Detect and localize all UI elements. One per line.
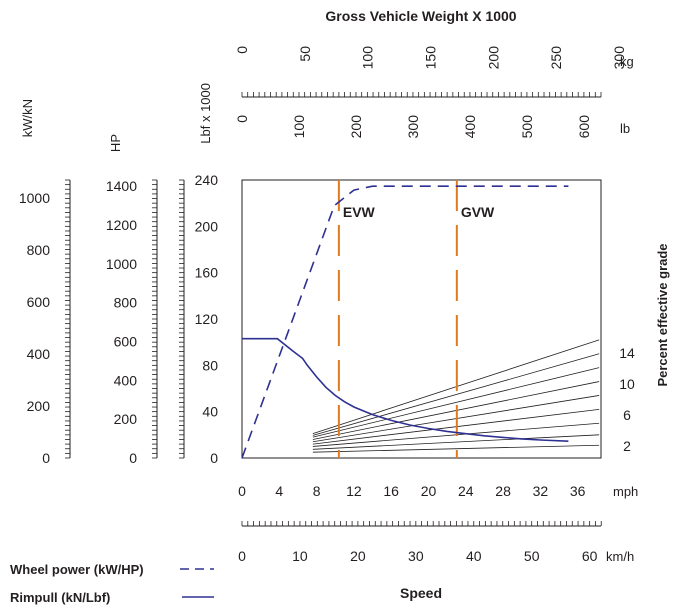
left-axis-tick-label: 1000 — [19, 190, 50, 206]
grade-line — [312, 353, 600, 436]
x-axis-mph-label: 20 — [421, 483, 437, 499]
x-axis-mph-label: 24 — [458, 483, 474, 499]
grade-line — [312, 434, 600, 450]
left-axis-tick-label: 0 — [129, 450, 137, 466]
left-axis-tick-label: 1000 — [106, 256, 137, 272]
grade-line — [312, 444, 600, 453]
x-axis-mph-label: 16 — [383, 483, 399, 499]
left-axis-tick-label: 600 — [114, 334, 138, 350]
legend-label-wheel-power: Wheel power (kW/HP) — [10, 562, 144, 577]
x-axis-kmh-label: 20 — [350, 548, 366, 564]
grade-label: 2 — [623, 438, 631, 454]
top-axis-lb-label: 200 — [348, 115, 364, 139]
legend-label-rimpull: Rimpull (kN/Lbf) — [10, 590, 110, 605]
x-axis-kmh-label: 0 — [238, 548, 246, 564]
grade-label: 10 — [619, 376, 635, 392]
chart-marks: 1000800600400200014001200100080060040020… — [19, 46, 635, 564]
top-axis-kg-label: 50 — [297, 46, 313, 62]
x-axis-title: Speed — [400, 585, 442, 601]
x-axis-unit-mph: mph — [613, 484, 638, 499]
left-axis-tick-label: 160 — [195, 265, 219, 281]
chart-title: Gross Vehicle Weight X 1000 — [325, 8, 516, 24]
x-axis-mph-label: 0 — [238, 483, 246, 499]
top-axis-lb-label: 300 — [405, 115, 421, 139]
top-axis-kg-label: 300 — [611, 46, 627, 70]
left-axis-tick-label: 0 — [42, 450, 50, 466]
x-axis-mph-label: 32 — [533, 483, 549, 499]
left-axis-tick-label: 240 — [195, 172, 219, 188]
left-axis-tick-label: 40 — [202, 404, 218, 420]
x-axis-unit-kmh: km/h — [606, 549, 634, 564]
x-axis-kmh-label: 10 — [292, 548, 308, 564]
marker-label-evw: EVW — [343, 204, 376, 220]
top-axis-kg-label: 200 — [485, 46, 501, 70]
left-axis-tick-label: 400 — [114, 372, 138, 388]
left-axis-tick-label: 200 — [27, 398, 51, 414]
x-axis-mph-label: 8 — [313, 483, 321, 499]
right-axis-title: Percent effective grade — [655, 243, 670, 386]
left-axis-label-hp: HP — [108, 134, 123, 152]
grade-line — [312, 367, 600, 438]
x-axis-mph-label: 12 — [346, 483, 362, 499]
plot-frame — [241, 179, 602, 459]
x-axis-mph-label: 4 — [275, 483, 283, 499]
x-axis-kmh-label: 40 — [466, 548, 482, 564]
top-axis-unit-lb: lb — [620, 121, 630, 136]
top-axis-lb-label: 600 — [576, 115, 592, 139]
left-axis-tick-label: 400 — [27, 346, 51, 362]
left-axis-tick-label: 200 — [195, 218, 219, 234]
left-axis-tick-label: 0 — [210, 450, 218, 466]
top-axis-unit-kg: kg — [620, 54, 634, 69]
top-axis-kg-label: 0 — [234, 46, 250, 54]
top-axis-kg-label: 250 — [548, 46, 564, 70]
series-wheel-power — [241, 185, 569, 459]
top-axis-lb-label: 500 — [519, 115, 535, 139]
x-axis-mph-label: 36 — [570, 483, 586, 499]
series-rimpull — [242, 337, 569, 442]
grade-label: 6 — [623, 407, 631, 423]
left-axis-tick-label: 200 — [114, 411, 138, 427]
top-axis-lb-label: 400 — [462, 115, 478, 139]
left-axis-label-kw: kW/kN — [20, 99, 35, 137]
x-axis-mph-label: 28 — [495, 483, 511, 499]
left-axis-label-lbf: Lbf x 1000 — [198, 83, 213, 144]
top-axis-lb-label: 100 — [291, 115, 307, 139]
top-axis-kg-label: 150 — [422, 46, 438, 70]
x-axis-kmh-label: 60 — [582, 548, 598, 564]
left-axis-tick-label: 120 — [195, 311, 219, 327]
grade-label: 14 — [619, 345, 635, 361]
x-axis-kmh-label: 30 — [408, 548, 424, 564]
left-axis-tick-label: 1200 — [106, 217, 137, 233]
left-axis-tick-label: 800 — [114, 295, 138, 311]
left-axis-tick-label: 80 — [202, 357, 218, 373]
left-axis-tick-label: 600 — [27, 294, 51, 310]
top-axis-kg-label: 100 — [360, 46, 376, 70]
marker-label-gvw: GVW — [461, 204, 495, 220]
x-axis-kmh-label: 50 — [524, 548, 540, 564]
left-axis-tick-label: 1400 — [106, 178, 137, 194]
top-axis-lb-label: 0 — [234, 115, 250, 123]
left-axis-tick-label: 800 — [27, 242, 51, 258]
